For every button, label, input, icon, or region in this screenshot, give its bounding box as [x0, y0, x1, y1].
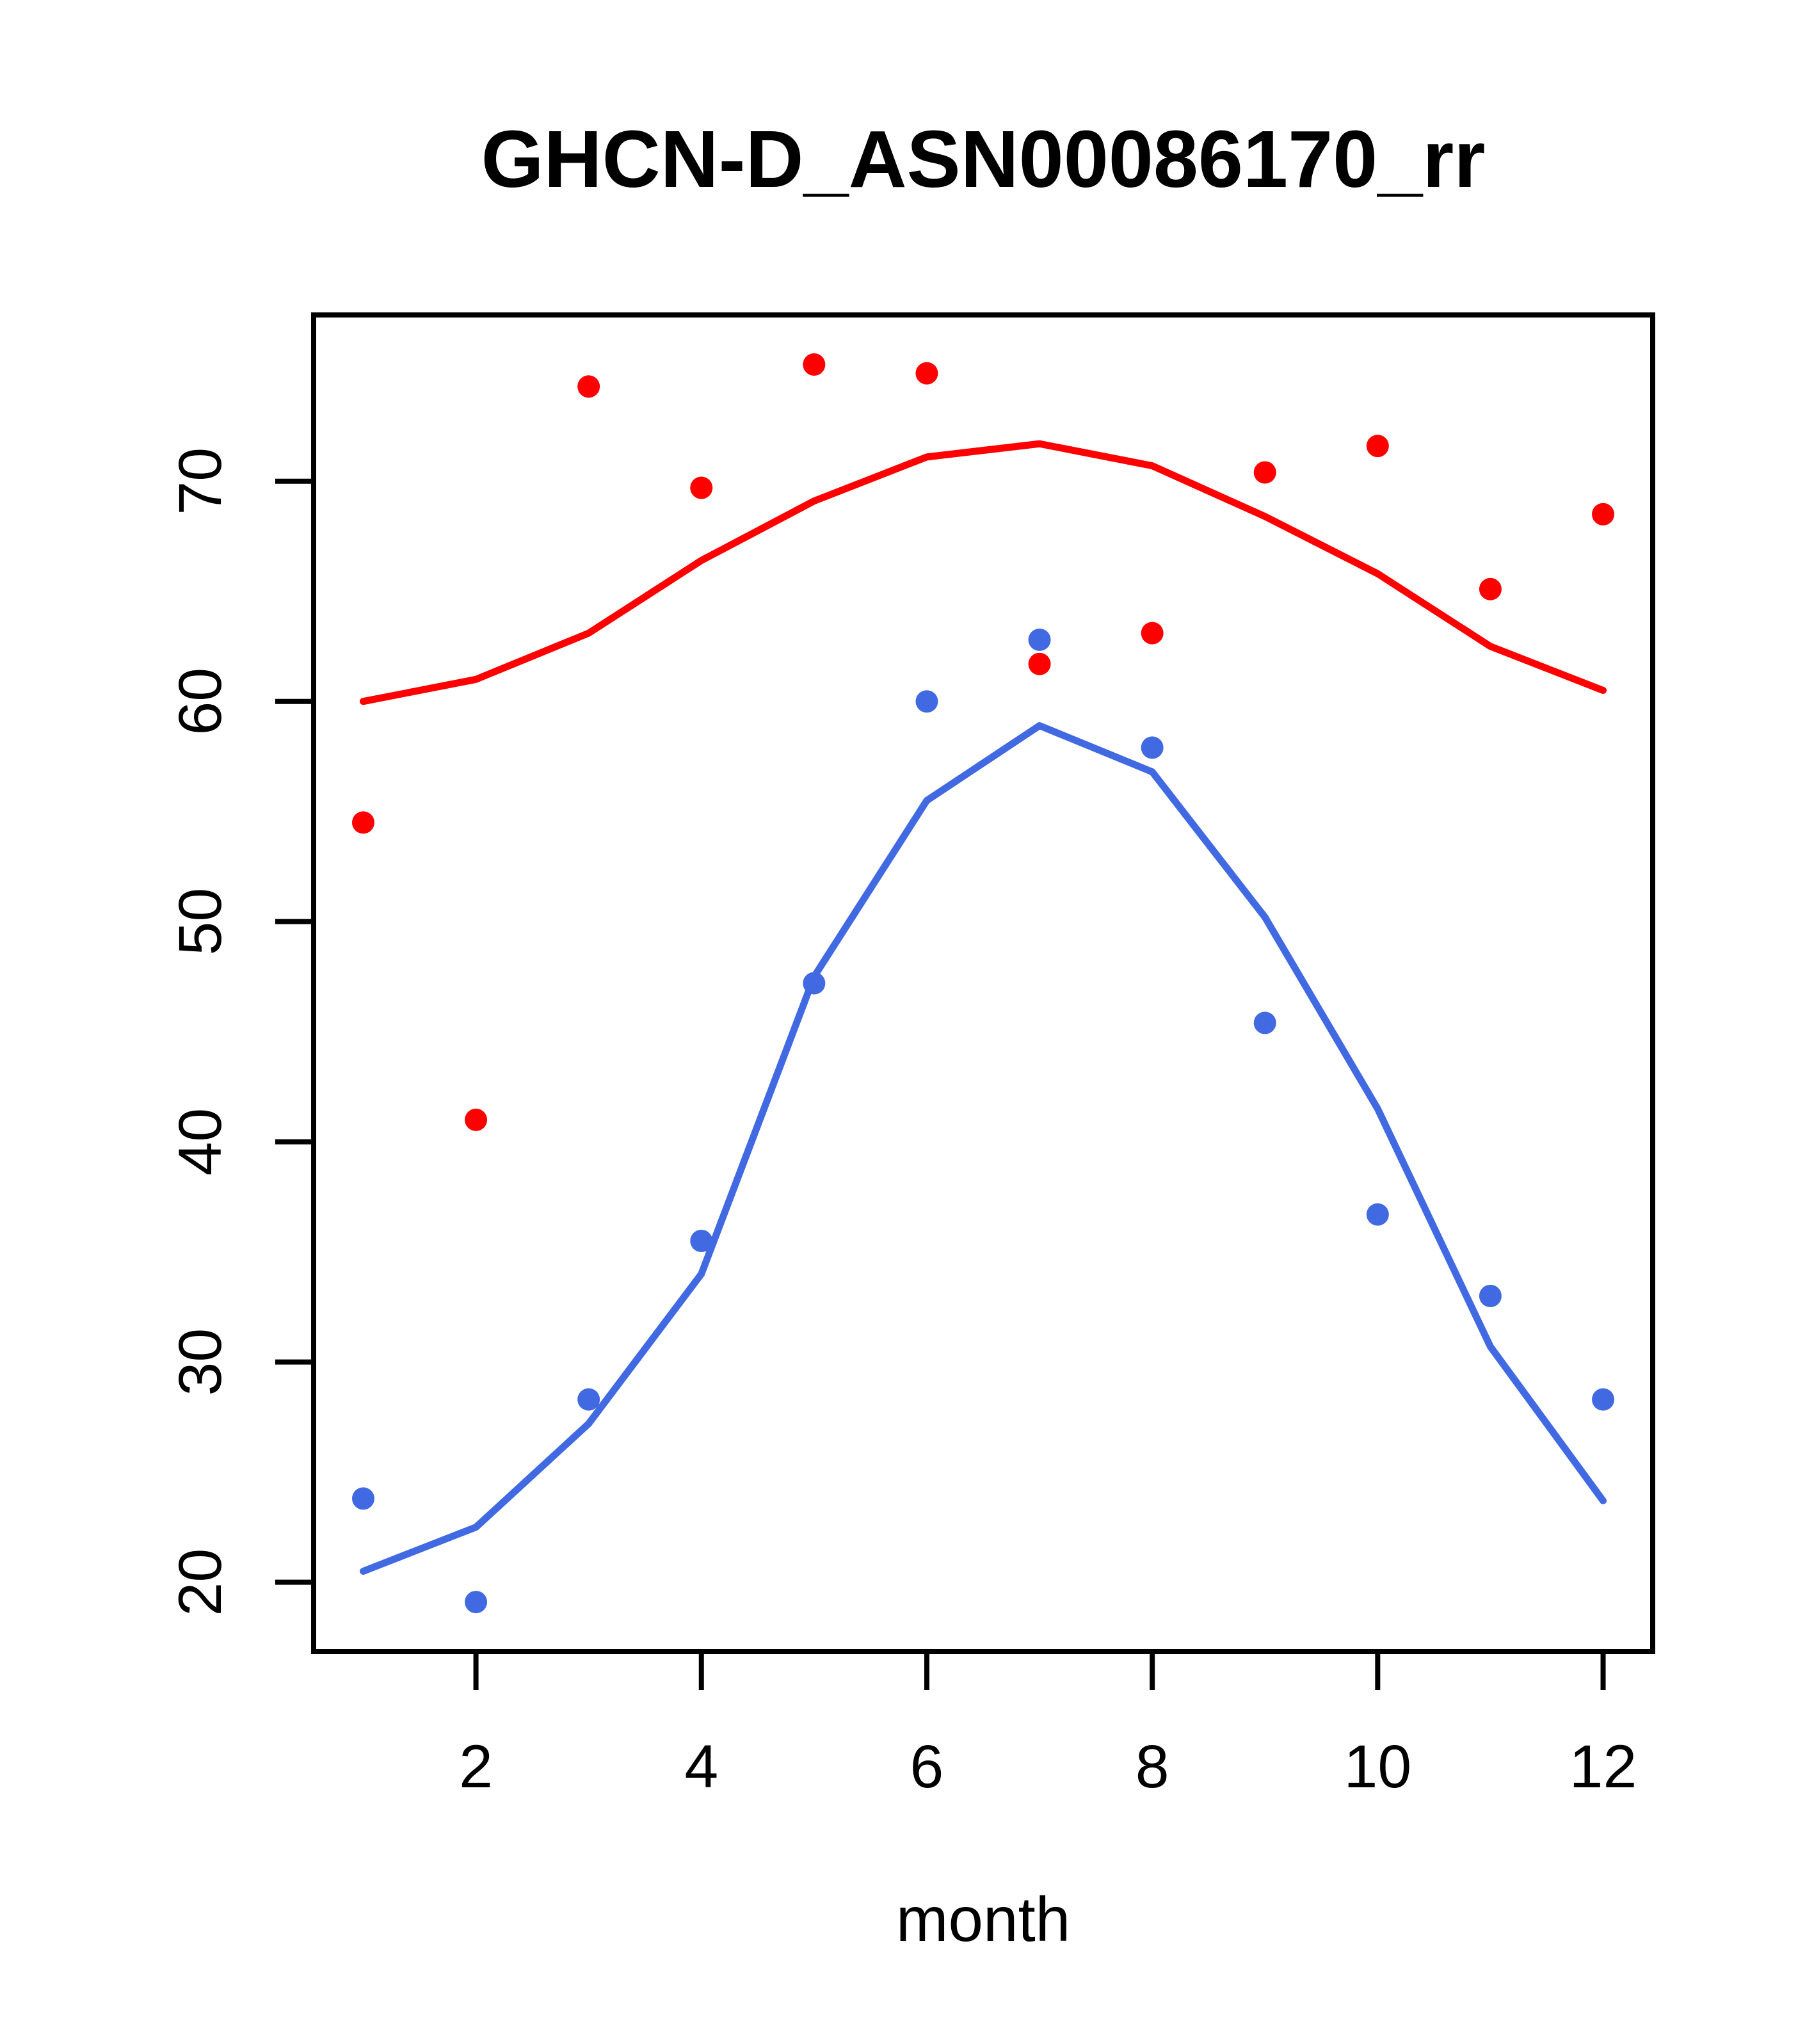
x-axis: 2 4 6 8 10 12: [459, 1652, 1637, 1801]
red-point: [1366, 435, 1389, 458]
x-axis-title: month: [896, 1884, 1070, 1954]
y-tick-label: 30: [166, 1328, 234, 1396]
red-point: [1253, 461, 1276, 484]
y-tick-label: 40: [166, 1108, 234, 1176]
series-layer: [351, 353, 1615, 1614]
blue-point: [1592, 1388, 1615, 1411]
blue-point: [915, 690, 938, 713]
x-tick-label: 6: [910, 1733, 944, 1801]
x-tick-label: 2: [459, 1733, 493, 1801]
plot-box: [311, 312, 1655, 1654]
blue-point: [577, 1388, 600, 1411]
red-point: [1028, 652, 1051, 675]
red-smooth-line: [359, 440, 1607, 705]
y-tick-label: 50: [166, 888, 234, 956]
blue-point: [1141, 736, 1164, 759]
red-point: [690, 476, 713, 499]
blue-point: [351, 1487, 374, 1510]
x-tick-label: 8: [1136, 1733, 1169, 1801]
red-point: [1592, 503, 1615, 526]
y-tick-label: 70: [166, 447, 234, 515]
red-point: [577, 375, 600, 398]
red-point: [915, 362, 938, 385]
blue-smooth-line: [359, 722, 1607, 1575]
blue-point: [1028, 628, 1051, 651]
y-axis: 20 30 40 50 60 70: [166, 447, 314, 1616]
red-point: [803, 353, 826, 376]
red-point: [1479, 577, 1502, 600]
x-tick-label: 12: [1569, 1733, 1637, 1801]
red-point: [1141, 622, 1164, 645]
blue-point: [690, 1229, 713, 1252]
blue-point: [1479, 1284, 1502, 1307]
y-tick-label: 20: [166, 1549, 234, 1616]
blue-point: [1253, 1011, 1276, 1034]
x-tick-label: 4: [684, 1733, 718, 1801]
x-tick-label: 10: [1344, 1733, 1411, 1801]
blue-point: [1366, 1203, 1389, 1226]
red-point: [465, 1108, 488, 1131]
blue-point: [465, 1591, 488, 1614]
red-point: [351, 811, 374, 834]
y-tick-label: 60: [166, 668, 234, 736]
chart-title: GHCN-D_ASN00086170_rr: [481, 114, 1486, 204]
